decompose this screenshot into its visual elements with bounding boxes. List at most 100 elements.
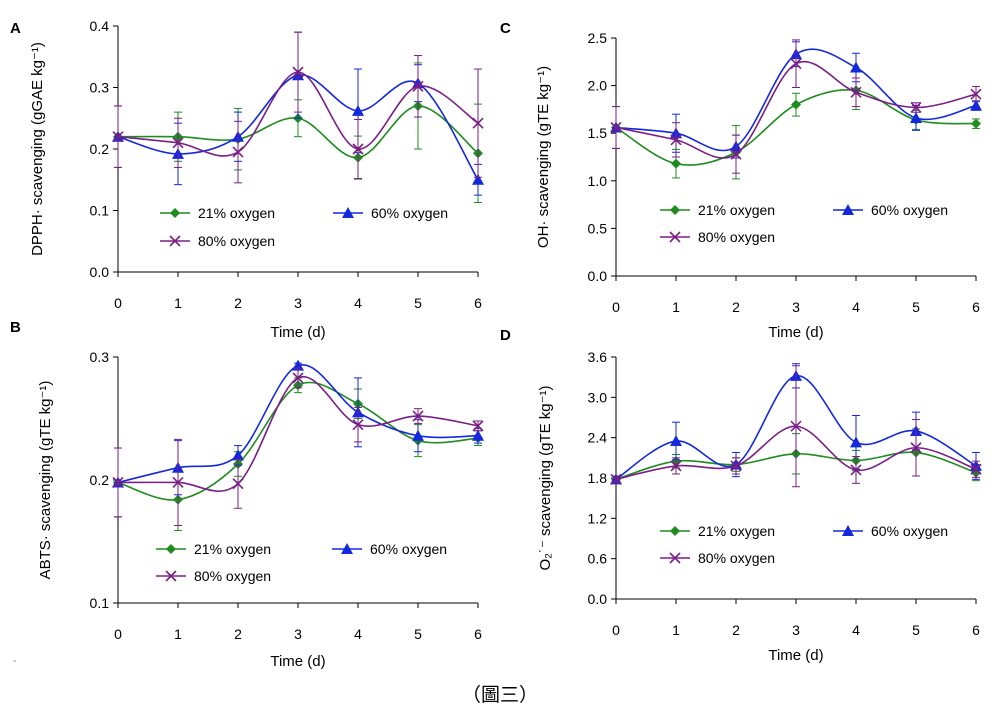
y-tick-label: 1.0 — [588, 173, 608, 189]
chart-panel-a: A 0.0 0.1 0.2 0.3 0.4 0 1 2 3 4 5 6 Time (d) DPPH· sca… — [10, 18, 484, 341]
y-tick-label: 0.6 — [588, 551, 608, 567]
legend-entry: 60% oxygen — [833, 523, 948, 539]
legend-label: 60% oxygen — [871, 202, 948, 218]
x-tick-label: 0 — [114, 295, 122, 311]
data-point-stroke — [172, 137, 184, 149]
legend-entry: 80% oxygen — [156, 568, 271, 584]
legend-marker — [842, 525, 854, 536]
x-tick-label: 4 — [852, 299, 860, 315]
legend-marker-stroke — [165, 570, 177, 582]
data-point-stroke — [472, 117, 484, 129]
y-tick-label: 0.1 — [90, 595, 110, 611]
legend-marker-stroke — [669, 231, 681, 243]
x-tick-label: 5 — [414, 626, 422, 642]
y-tick-label: 1.5 — [588, 125, 608, 141]
x-tick-label: 3 — [294, 626, 302, 642]
x-tick-label: 5 — [912, 299, 920, 315]
x-axis-label: Time (d) — [270, 324, 325, 341]
series-21-oxygen — [113, 377, 483, 531]
x-tick-label: 4 — [852, 622, 860, 638]
data-point-stroke — [970, 463, 982, 475]
x-tick-label: 0 — [114, 626, 122, 642]
data-point — [971, 118, 981, 129]
legend-label: 80% oxygen — [698, 550, 775, 566]
data-point-stroke — [112, 476, 124, 489]
y-axis-label: DPPH· scavenging (gGAE kg⁻¹) — [29, 42, 46, 256]
data-point — [412, 410, 424, 422]
data-point — [292, 372, 304, 384]
legend-label: 21% oxygen — [198, 205, 275, 221]
legend-entry: 21% oxygen — [160, 205, 275, 221]
y-tick-label: 0.0 — [588, 591, 608, 607]
series-80-oxygen — [610, 365, 982, 488]
data-point — [232, 146, 244, 158]
data-point — [112, 131, 124, 143]
x-tick-label: 1 — [672, 299, 680, 315]
legend-marker — [170, 208, 180, 218]
data-point — [472, 429, 484, 441]
legend-entry: 21% oxygen — [660, 202, 775, 218]
series-80-oxygen — [112, 367, 484, 527]
x-tick-label: 0 — [612, 299, 620, 315]
y-tick-label: 0.2 — [90, 141, 110, 157]
data-point-stroke — [412, 80, 424, 92]
y-tick-label: 0.2 — [90, 472, 110, 488]
legend-label: 60% oxygen — [871, 523, 948, 539]
data-point — [412, 80, 424, 92]
data-point-stroke — [850, 86, 862, 98]
data-point-stroke — [970, 88, 982, 100]
y-tick-label: 3.6 — [588, 349, 608, 365]
x-tick-label: 2 — [732, 622, 740, 638]
legend-marker — [166, 544, 176, 554]
legend-marker-stroke — [169, 235, 181, 247]
data-point — [352, 104, 364, 116]
data-point-stroke — [352, 419, 364, 431]
x-tick-label: 6 — [474, 295, 482, 311]
legend-marker — [165, 570, 177, 582]
x-tick-label: 1 — [174, 295, 182, 311]
x-tick-label: 5 — [414, 295, 422, 311]
data-point — [730, 460, 742, 472]
data-point — [412, 429, 424, 441]
data-point-stroke — [790, 420, 802, 432]
data-point-stroke — [172, 476, 184, 489]
x-tick-label: 4 — [354, 626, 362, 642]
data-point — [910, 111, 922, 123]
panel-letter: B — [10, 319, 21, 336]
y-tick-label: 3.0 — [588, 389, 608, 405]
data-point-stroke — [112, 131, 124, 143]
data-point-stroke — [232, 478, 244, 490]
x-tick-label: 3 — [792, 299, 800, 315]
x-axis-label: Time (d) — [768, 647, 823, 664]
y-tick-label: 0.3 — [90, 80, 110, 96]
data-point — [790, 58, 802, 70]
y-tick-label: 1.8 — [588, 470, 608, 486]
x-tick-label: 6 — [972, 299, 980, 315]
y-tick-label: 0.4 — [90, 18, 110, 34]
data-point — [670, 460, 682, 472]
data-point — [610, 473, 622, 485]
legend-marker — [842, 204, 854, 215]
data-point-stroke — [670, 460, 682, 472]
data-point-stroke — [352, 143, 364, 155]
data-point — [670, 435, 682, 447]
chart-panel-d: D 0.0 0.6 1.2 1.8 2.4 3.0 3.6 0 1 2 3 4 5 6 Time (d) O₂˙… — [500, 327, 982, 664]
y-tick-label: 1.2 — [588, 510, 608, 526]
data-point — [232, 478, 244, 490]
data-point-stroke — [670, 134, 682, 146]
legend-entry: 60% oxygen — [833, 202, 948, 218]
data-point — [970, 99, 982, 111]
legend-entry: 21% oxygen — [156, 541, 271, 557]
x-tick-label: 1 — [672, 622, 680, 638]
legend-entry: 60% oxygen — [333, 205, 448, 221]
data-point — [610, 121, 622, 134]
data-point — [850, 464, 862, 476]
legend-marker — [341, 543, 353, 554]
y-tick-label: 2.4 — [588, 430, 608, 446]
series-80-oxygen — [112, 31, 484, 184]
legend-label: 80% oxygen — [194, 568, 271, 584]
data-point — [970, 463, 982, 475]
data-point-stroke — [910, 101, 922, 114]
x-tick-label: 2 — [732, 299, 740, 315]
